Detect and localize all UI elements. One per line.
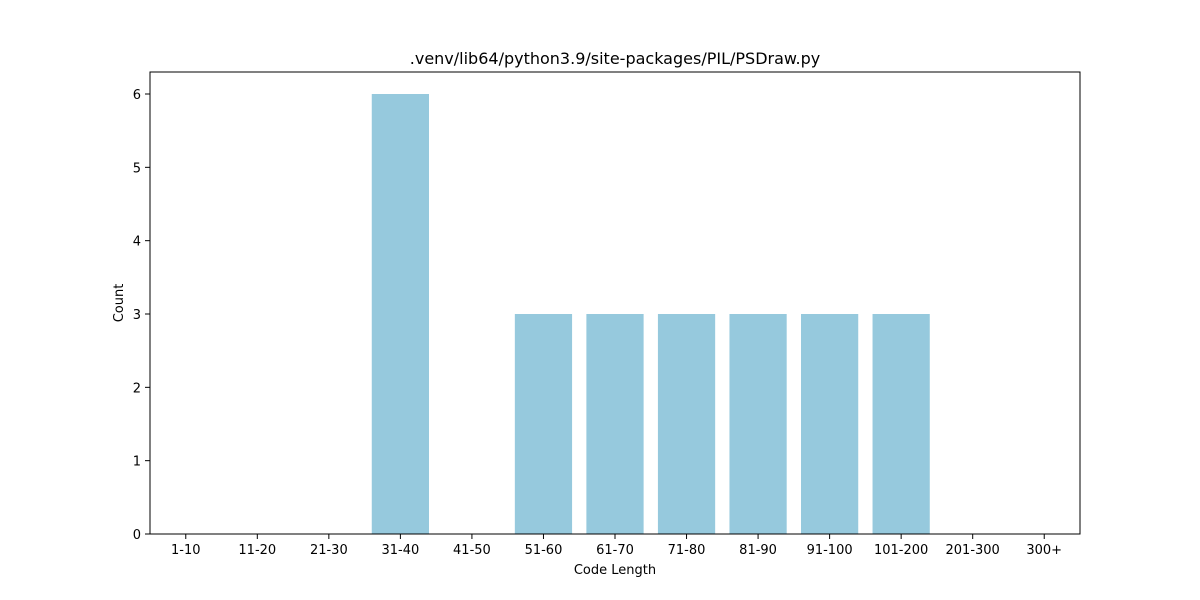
x-tick-label: 91-100 — [807, 543, 853, 558]
chart-title: .venv/lib64/python3.9/site-packages/PIL/… — [410, 49, 820, 68]
y-tick-label: 3 — [133, 308, 141, 323]
x-tick-label: 101-200 — [874, 543, 928, 558]
y-axis-title: Count — [112, 284, 127, 323]
y-tick-label: 5 — [133, 161, 141, 176]
x-tick-label: 201-300 — [946, 543, 1000, 558]
y-tick-label: 0 — [133, 528, 141, 543]
bar-81-90 — [729, 314, 787, 534]
bar-91-100 — [801, 314, 859, 534]
x-tick-label: 31-40 — [381, 543, 419, 558]
y-tick-label: 6 — [133, 88, 141, 103]
bars-group — [371, 94, 930, 534]
bar-31-40 — [371, 94, 429, 534]
bar-61-70 — [586, 314, 644, 534]
y-tick-label: 2 — [133, 381, 141, 396]
x-tick-label: 21-30 — [310, 543, 348, 558]
y-tick-label: 1 — [133, 455, 141, 470]
x-tick-label: 300+ — [1026, 543, 1062, 558]
x-axis-title: Code Length — [574, 563, 656, 578]
x-tick-label: 71-80 — [668, 543, 706, 558]
y-tick-label: 4 — [133, 235, 141, 250]
x-tick-label: 81-90 — [739, 543, 777, 558]
x-tick-label: 51-60 — [525, 543, 563, 558]
x-tick-label: 11-20 — [238, 543, 276, 558]
x-tick-label: 41-50 — [453, 543, 491, 558]
x-axis: 1-10 11-20 21-30 31-40 41-50 51-60 61-70 71-80 8… — [171, 534, 1062, 558]
bar-101-200 — [872, 314, 930, 534]
bar-71-80 — [657, 314, 716, 534]
x-tick-label: 61-70 — [596, 543, 634, 558]
y-axis: 0 1 2 3 4 5 6 — [133, 88, 150, 543]
x-tick-label: 1-10 — [171, 543, 201, 558]
bar-51-60 — [514, 314, 573, 534]
